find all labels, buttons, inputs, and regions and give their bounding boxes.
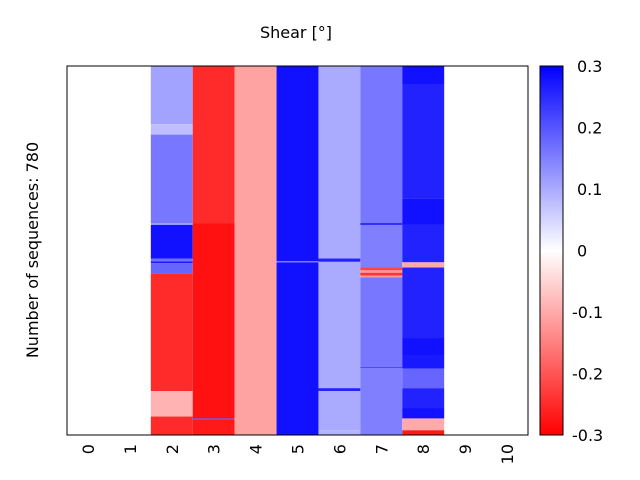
heatmap-cell-col7-seg8 <box>360 366 403 368</box>
x-tick-label: 9 <box>456 444 475 454</box>
heatmap-cell-col2-seg8 <box>150 273 193 392</box>
plot-frame <box>66 65 529 436</box>
chart-title: Shear [°] <box>260 23 332 42</box>
heatmap-cell-col8-seg9 <box>402 388 445 409</box>
heatmap-cell-col6-seg2 <box>318 261 361 389</box>
heatmap-cell-col8-seg2 <box>402 198 445 225</box>
heatmap-cell-col8-seg6 <box>402 338 445 356</box>
heatmap-cell-col8-seg8 <box>402 368 445 389</box>
heatmap-cell-col2-seg9 <box>150 391 193 417</box>
heatmap-cell-col6-seg1 <box>318 258 361 262</box>
colorbar-tick-label: -0.1 <box>572 303 603 322</box>
x-tick-label: 6 <box>330 444 349 454</box>
heatmap-cell-col2-seg1 <box>150 124 193 135</box>
x-tick-labels: 0 1 2 3 4 5 6 7 8 9 10 <box>79 444 517 464</box>
heatmap-cell-col3-seg0 <box>192 66 235 224</box>
heatmap-cell-col2-seg2 <box>150 134 193 224</box>
x-tick-label: 2 <box>163 444 182 454</box>
colorbar-tick-label: -0.2 <box>572 365 603 384</box>
heatmap-cell-col8-seg4 <box>402 262 445 268</box>
heatmap-cell-col7-seg6 <box>360 275 403 278</box>
colorbar-tick-label: 0 <box>577 242 587 261</box>
heatmap-cell-col3-seg1 <box>192 223 235 419</box>
heatmap-cell-col7-seg4 <box>360 270 403 273</box>
heatmap-cell-col8-seg7 <box>402 355 445 369</box>
y-axis-label: Number of sequences: 780 <box>23 142 42 358</box>
x-tick-label: 10 <box>498 444 517 464</box>
heatmap-cell-col7-seg9 <box>360 367 403 435</box>
x-tick-label: 0 <box>79 444 98 454</box>
x-tick-label: 3 <box>205 444 224 454</box>
x-tick-label: 8 <box>414 444 433 454</box>
heatmap-cell-col6-seg5 <box>318 430 361 435</box>
heatmap-cell-col7-seg1 <box>360 223 403 225</box>
heatmap-cell-col8-seg3 <box>402 224 445 263</box>
heatmap-cell-col7-seg2 <box>360 224 403 268</box>
heatmap-cell-col2-seg10 <box>150 416 193 435</box>
heatmap-cell-col2-seg3 <box>150 223 193 225</box>
heatmap-cell-col8-seg10 <box>402 408 445 419</box>
heatmap-cell-col2-seg6 <box>150 261 193 264</box>
heatmap-cell-col8-seg5 <box>402 267 445 339</box>
heatmap-cell-col2-seg5 <box>150 258 193 262</box>
heatmap-cell-col7-seg5 <box>360 272 403 276</box>
heatmap-cell-col5-seg0 <box>276 66 319 262</box>
heatmap-cell-col2-seg0 <box>150 66 193 125</box>
heatmap-cell-col8-seg11 <box>402 418 445 431</box>
x-tick-label: 7 <box>372 444 391 454</box>
heatmap-cell-col5-seg2 <box>276 262 319 435</box>
colorbar-tick-label: -0.3 <box>572 426 603 445</box>
x-tick-label: 5 <box>289 444 308 454</box>
heatmap-cell-col5-seg1 <box>276 261 319 263</box>
colorbar-tick-labels: 0.3 0.2 0.1 0 -0.1 -0.2 -0.3 <box>572 57 603 445</box>
heatmap-cell-col8-seg12 <box>402 430 445 435</box>
heatmap-cell-col7-seg7 <box>360 277 403 367</box>
heatmap-cell-col3-seg3 <box>192 419 235 435</box>
colorbar <box>539 65 564 436</box>
heatmap-cell-col8-seg0 <box>402 66 445 85</box>
heatmap-cell-col7-seg0 <box>360 66 403 224</box>
heatmap-cell-col6-seg4 <box>318 391 361 431</box>
heatmap-cell-col8-seg1 <box>402 84 445 199</box>
heatmap-cell-col6-seg3 <box>318 388 361 392</box>
heatmap-cell-col4-seg0 <box>234 66 277 435</box>
heatmap-cell-col7-seg3 <box>360 267 403 271</box>
colorbar-tick-label: 0.3 <box>577 57 602 76</box>
heatmap-cell-col2-seg7 <box>150 263 193 274</box>
heatmap-cells <box>150 66 445 435</box>
heatmap-cell-col3-seg2 <box>192 418 235 420</box>
heatmap-cell-col2-seg4 <box>150 224 193 259</box>
heatmap-cell-col6-seg0 <box>318 66 361 259</box>
x-tick-label: 4 <box>247 444 266 454</box>
colorbar-tick-label: 0.1 <box>577 180 602 199</box>
colorbar-tick-label: 0.2 <box>577 119 602 138</box>
x-tick-label: 1 <box>121 444 140 454</box>
